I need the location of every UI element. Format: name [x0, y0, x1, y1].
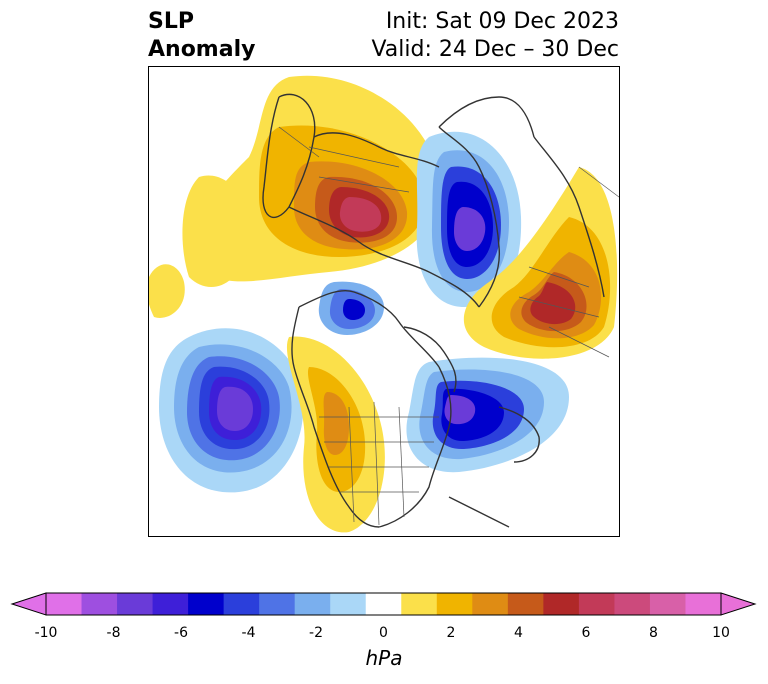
coastlines — [262, 93, 605, 528]
colorbar-tick-label: 8 — [649, 625, 658, 641]
colorbar-cell — [46, 593, 83, 615]
positive-anomaly-edge — [149, 264, 185, 318]
colorbar-tick-label: 6 — [581, 625, 591, 641]
colorbar-cell — [294, 593, 331, 615]
colorbar-cell — [365, 593, 402, 615]
map-title: SLP Anomaly — [148, 8, 255, 64]
colorbar-cell — [401, 593, 438, 615]
colorbar-cell — [578, 593, 615, 615]
title-line-2: Anomaly — [148, 37, 256, 62]
colorbar-tick-label: -6 — [174, 625, 188, 641]
colorbar-cell — [685, 593, 722, 615]
colorbar-cell — [81, 593, 118, 615]
colorbar-cell — [614, 593, 651, 615]
positive-anomaly-north-pacific — [463, 167, 618, 359]
colorbar-tick-label: -8 — [106, 625, 121, 641]
colorbar-tick-label: 2 — [446, 625, 456, 641]
colorbar-outline — [45, 592, 722, 616]
run-info: Init: Sat 09 Dec 2023 Valid: 24 Dec – 30… — [371, 8, 619, 64]
colorbar-min-extend — [10, 592, 47, 616]
colorbar-cell — [259, 593, 296, 615]
negative-anomaly-gulf-of-alaska — [159, 328, 304, 493]
map-svg — [149, 75, 619, 533]
positive-anomaly-western-north-america — [286, 336, 385, 533]
colorbar-unit-label: hPa — [365, 646, 403, 670]
colorbar-cell — [507, 593, 544, 615]
colorbar-cell — [152, 593, 189, 615]
colorbar-cell — [436, 593, 473, 615]
colorbar-tick-label: 4 — [514, 625, 523, 641]
colorbar-cell — [543, 593, 580, 615]
colorbar-tick-label: 0 — [379, 625, 388, 641]
borders — [278, 126, 619, 526]
colorbar-max-extend — [720, 592, 757, 616]
colorbar — [10, 592, 757, 616]
colorbar-tick-label: -4 — [241, 625, 256, 641]
anomaly-map — [148, 66, 620, 537]
colorbar-cell — [472, 593, 509, 615]
negative-anomaly-canadian-arctic — [318, 281, 384, 335]
colorbar-cell — [330, 593, 367, 615]
colorbar-tick-label: -2 — [309, 625, 323, 641]
valid-range: Valid: 24 Dec – 30 Dec — [371, 37, 619, 62]
init-date: Init: Sat 09 Dec 2023 — [385, 9, 619, 34]
colorbar-tick-label: -10 — [34, 625, 58, 641]
negative-anomaly-siberia — [416, 131, 522, 307]
title-line-1: SLP — [148, 9, 194, 34]
positive-anomaly-europe — [182, 75, 441, 287]
colorbar-tick-label: 10 — [712, 625, 730, 641]
negative-anomaly-north-atlantic — [406, 357, 569, 473]
colorbar-cell — [117, 593, 154, 615]
colorbar-cell — [649, 593, 686, 615]
colorbar-cell — [188, 593, 225, 615]
colorbar-cell — [223, 593, 260, 615]
